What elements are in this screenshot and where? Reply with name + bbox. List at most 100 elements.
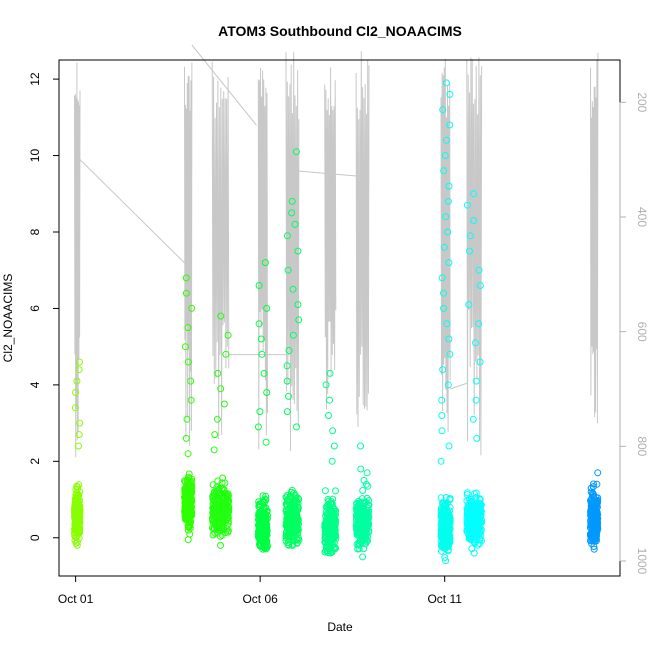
data-point <box>211 508 219 516</box>
data-point <box>438 427 446 435</box>
data-point <box>187 396 195 404</box>
data-point <box>259 545 267 553</box>
data-point <box>218 499 226 507</box>
data-point <box>326 549 334 557</box>
data-point <box>185 523 193 531</box>
data-point <box>363 494 371 502</box>
data-point <box>470 217 478 224</box>
data-point <box>219 517 227 525</box>
data-point <box>71 505 79 513</box>
data-point <box>288 502 296 510</box>
data-point <box>263 304 271 312</box>
data-point <box>71 404 79 412</box>
data-point <box>220 400 228 408</box>
data-point <box>353 500 361 508</box>
data-point <box>184 450 192 458</box>
data-point <box>75 442 82 450</box>
data-point <box>444 509 452 517</box>
data-point <box>476 282 484 289</box>
data-point <box>466 232 474 240</box>
data-point <box>291 220 299 228</box>
y-tick-label: 10 <box>28 149 42 163</box>
x-axis-label: Date <box>327 620 353 634</box>
data-point <box>355 541 362 549</box>
data-point <box>325 412 332 419</box>
data-point <box>217 541 224 549</box>
data-point <box>186 507 193 515</box>
series-oct-04-flight <box>181 274 196 544</box>
data-point <box>472 396 480 404</box>
data-point <box>214 486 222 494</box>
data-point <box>470 549 478 557</box>
data-point <box>588 505 596 513</box>
data-point <box>477 518 485 526</box>
data-point <box>446 90 454 98</box>
data-point <box>72 500 79 508</box>
data-point <box>223 505 231 513</box>
y-tick-label: 0 <box>28 534 42 541</box>
pressure-profile <box>285 51 300 452</box>
data-point <box>437 538 445 546</box>
data-point <box>283 377 291 385</box>
x-tick-label: Oct 01 <box>58 592 94 606</box>
secondary-tick-label: 1000 <box>635 548 649 575</box>
data-point <box>222 350 230 358</box>
pressure-track <box>74 44 599 458</box>
pressure-profile <box>324 67 337 410</box>
data-point <box>224 331 232 339</box>
data-point <box>294 301 302 309</box>
data-point <box>294 526 302 533</box>
data-point <box>186 504 194 512</box>
data-point <box>222 489 230 497</box>
data-point <box>322 381 330 389</box>
data-point <box>475 320 483 328</box>
data-point <box>283 525 291 533</box>
secondary-tick-label: 200 <box>635 92 649 112</box>
data-point <box>184 358 192 366</box>
series-oct-06-flight <box>254 259 271 553</box>
data-point <box>445 335 453 343</box>
data-point <box>185 486 193 494</box>
data-point <box>463 489 471 497</box>
data-point <box>324 500 332 508</box>
pressure-transit <box>79 159 185 264</box>
data-point <box>181 512 189 520</box>
data-point <box>587 488 595 496</box>
data-point <box>440 167 448 175</box>
y-tick-label: 4 <box>28 381 42 388</box>
data-point <box>326 369 334 377</box>
data-point <box>255 502 263 510</box>
data-point <box>290 519 298 527</box>
data-point <box>285 347 293 354</box>
data-point <box>590 545 598 553</box>
pressure-profile <box>74 62 81 458</box>
data-point <box>325 538 333 546</box>
data-point <box>187 482 195 490</box>
data-point <box>288 519 296 527</box>
data-point <box>470 490 478 498</box>
data-point <box>361 521 369 529</box>
data-point <box>260 369 268 377</box>
data-point <box>257 526 264 534</box>
data-point <box>254 423 262 431</box>
data-point <box>262 532 270 540</box>
data-point <box>181 343 189 351</box>
data-point <box>359 553 367 561</box>
data-point <box>256 408 264 416</box>
series-oct-05-flight <box>208 312 233 549</box>
pressure-transit <box>298 170 368 178</box>
y-tick-label: 12 <box>28 72 42 86</box>
data-point <box>209 481 217 489</box>
data-point <box>76 358 83 366</box>
data-point <box>214 369 222 377</box>
data-point <box>466 522 473 530</box>
pressure-transit <box>450 382 467 390</box>
data-point <box>182 289 190 297</box>
data-point <box>71 525 79 533</box>
data-point <box>439 508 447 516</box>
y-tick-label: 6 <box>28 305 42 312</box>
data-point <box>438 412 446 419</box>
data-point <box>444 381 452 389</box>
data-point <box>210 493 218 501</box>
data-point <box>441 554 449 561</box>
